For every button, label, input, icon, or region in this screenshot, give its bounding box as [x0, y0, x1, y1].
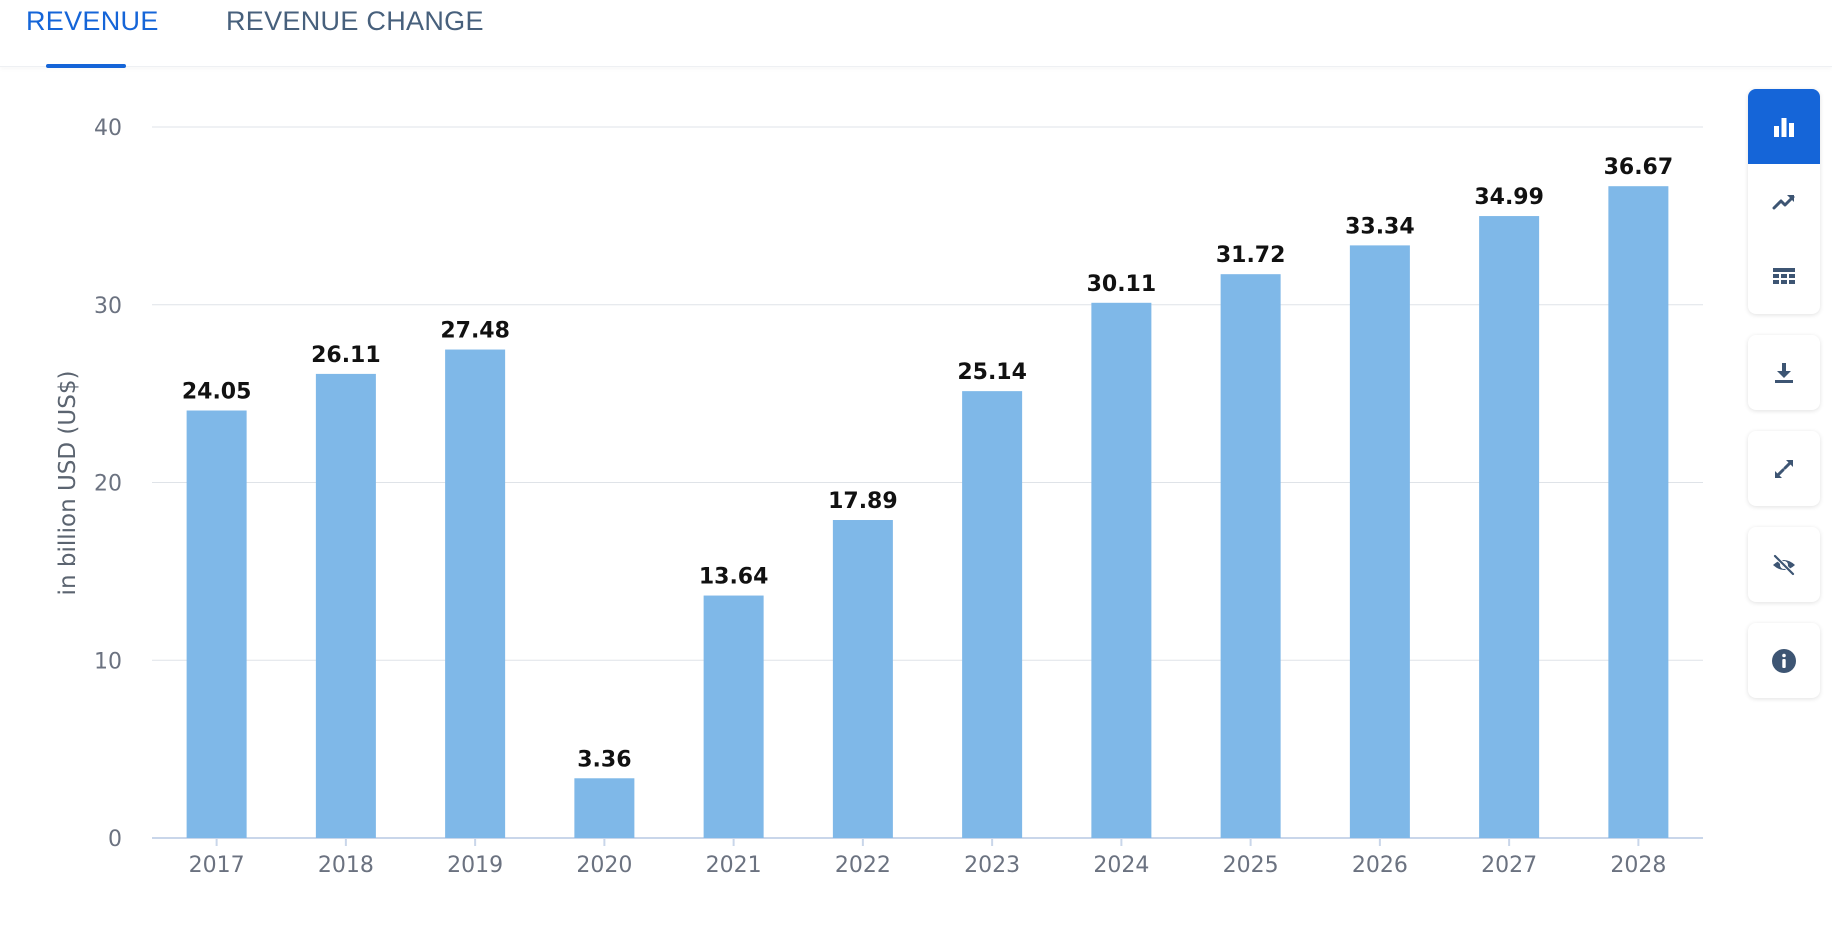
- hide-group: [1748, 527, 1820, 602]
- chart-type-group: [1748, 89, 1820, 314]
- chart-area: 0 10 20 30 40 in billion USD (US$) 24.05 2017 26…: [0, 70, 1740, 926]
- data-label: 26.11: [311, 343, 381, 368]
- line-chart-icon: [1772, 194, 1795, 209]
- line-chart-button[interactable]: [1748, 164, 1820, 239]
- bar: [1608, 186, 1669, 839]
- x-tick-label: 2019: [447, 853, 503, 878]
- bar: [1349, 245, 1410, 839]
- revenue-bar-chart: 0 10 20 30 40 in billion USD (US$) 24.05 2017 26…: [55, 116, 1703, 878]
- data-label: 3.36: [577, 747, 631, 772]
- data-label: 27.48: [440, 319, 510, 344]
- bar-chart-button[interactable]: [1748, 89, 1820, 164]
- fullscreen-group: [1748, 431, 1820, 506]
- table-icon: [1773, 267, 1795, 284]
- data-label: 31.72: [1216, 243, 1286, 268]
- data-label: 17.89: [828, 489, 898, 514]
- tab-revenue[interactable]: REVENUE: [26, 6, 159, 36]
- bar: [315, 373, 376, 838]
- data-label: 25.14: [957, 360, 1027, 385]
- info-icon: [1772, 648, 1796, 673]
- x-tick-label: 2028: [1610, 853, 1666, 878]
- y-tick-label: 10: [94, 649, 122, 674]
- x-tick-label: 2022: [835, 853, 891, 878]
- data-label: 13.64: [699, 565, 769, 590]
- bar: [445, 349, 506, 838]
- x-tick-label: 2017: [189, 853, 245, 878]
- chart-toolbar: [1748, 89, 1820, 719]
- table-button[interactable]: [1748, 239, 1820, 314]
- bar: [1479, 216, 1540, 839]
- hide-button[interactable]: [1748, 527, 1820, 602]
- download-icon: [1775, 362, 1793, 383]
- active-tab-indicator: [46, 64, 126, 68]
- x-tick-label: 2020: [576, 853, 632, 878]
- tab-bar: REVENUE REVENUE CHANGE: [0, 0, 1832, 68]
- tab-revenue-change[interactable]: REVENUE CHANGE: [226, 6, 484, 36]
- bar: [1091, 302, 1152, 838]
- x-tick-label: 2023: [964, 853, 1020, 878]
- data-label: 34.99: [1474, 185, 1544, 210]
- data-label: 36.67: [1604, 155, 1674, 180]
- y-tick-label: 30: [94, 294, 122, 319]
- x-tick-label: 2024: [1093, 853, 1149, 878]
- bar: [1220, 274, 1281, 838]
- x-tick-label: 2021: [706, 853, 762, 878]
- data-label: 30.11: [1087, 272, 1157, 297]
- bar-chart-icon: [1774, 117, 1794, 137]
- info-group: [1748, 623, 1820, 698]
- bar: [574, 778, 635, 838]
- bar: [186, 410, 247, 838]
- x-tick-label: 2018: [318, 853, 374, 878]
- fullscreen-button[interactable]: [1748, 431, 1820, 506]
- bar: [962, 391, 1023, 838]
- download-group: [1748, 335, 1820, 410]
- data-label: 33.34: [1345, 214, 1415, 239]
- x-tick-label: 2026: [1352, 853, 1408, 878]
- info-button[interactable]: [1748, 623, 1820, 698]
- y-tick-label: 20: [94, 472, 122, 497]
- x-tick-label: 2027: [1481, 853, 1537, 878]
- y-tick-label: 40: [94, 116, 122, 141]
- y-tick-label: 0: [108, 827, 122, 852]
- bar: [832, 520, 893, 838]
- download-button[interactable]: [1748, 335, 1820, 410]
- x-tick-label: 2025: [1223, 853, 1279, 878]
- fullscreen-icon: [1775, 459, 1793, 478]
- bar: [703, 595, 764, 838]
- y-axis-title: in billion USD (US$): [55, 371, 81, 596]
- data-label: 24.05: [182, 380, 252, 405]
- hide-icon: [1773, 554, 1795, 575]
